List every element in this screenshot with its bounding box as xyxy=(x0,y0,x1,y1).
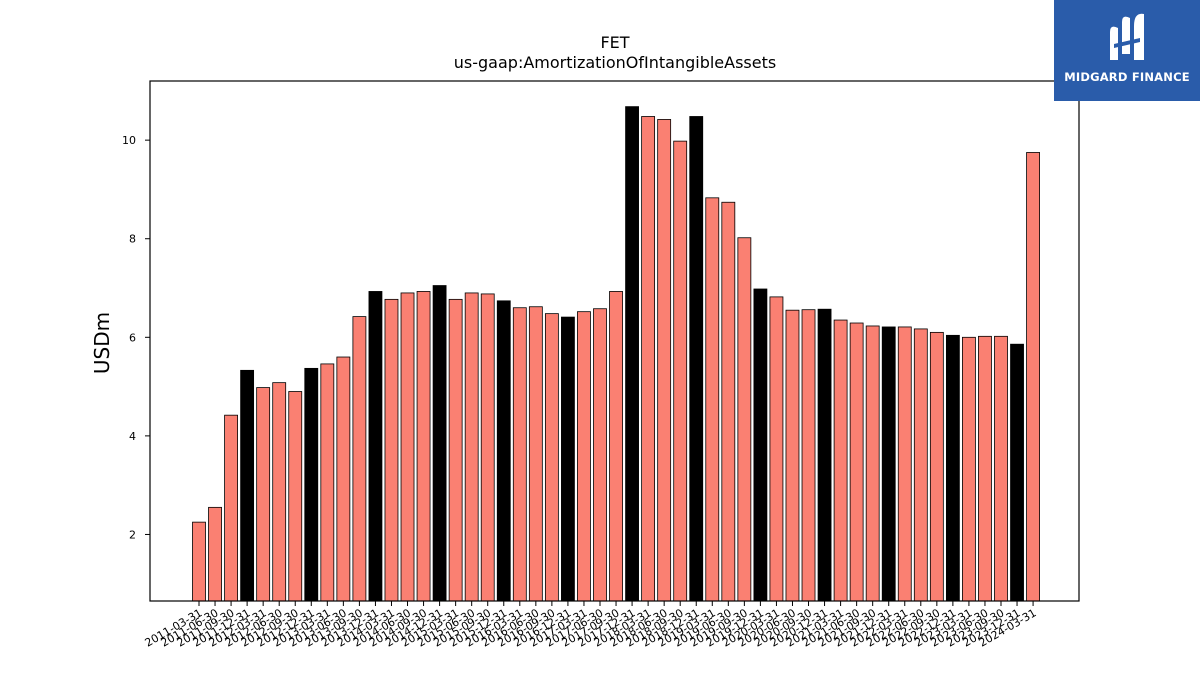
bar-2014-06-30 xyxy=(400,292,415,602)
bar-2020-03-31 xyxy=(769,296,784,602)
bar-2017-06-30 xyxy=(593,308,607,602)
chart-title: FET xyxy=(600,33,629,52)
bar-2020-06-30 xyxy=(785,309,800,602)
bar-2013-12-31 xyxy=(368,291,383,602)
bar-2014-03-31 xyxy=(384,298,399,602)
bar-2020-09-30 xyxy=(801,309,816,602)
bar-2012-12-31 xyxy=(304,367,319,602)
logo-text: MIDGARD FINANCE xyxy=(1064,70,1190,84)
bar-2023-12-31 xyxy=(1010,343,1024,602)
bar-2015-09-30 xyxy=(480,293,495,602)
bar-2016-12-31 xyxy=(561,316,575,602)
bar-2011-12-31 xyxy=(240,369,255,602)
bar-2018-03-31 xyxy=(641,116,656,602)
bar-2014-09-30 xyxy=(416,291,431,602)
bar-2023-03-31 xyxy=(962,336,976,602)
y-tick-label: 4 xyxy=(129,430,136,443)
bar-2015-12-31 xyxy=(496,300,511,602)
bar-2022-12-31 xyxy=(945,334,960,602)
bar-2017-12-31 xyxy=(625,106,639,602)
bar-2015-03-31 xyxy=(448,298,463,602)
bar-2017-03-31 xyxy=(577,311,591,602)
bar-2016-03-31 xyxy=(512,307,527,602)
bar-2022-06-30 xyxy=(913,328,928,602)
bar-2011-09-30 xyxy=(224,414,238,602)
chart-subtitle: us-gaap:AmortizationOfIntangibleAssets xyxy=(454,53,776,72)
bar-2019-09-30 xyxy=(737,237,752,602)
bar-2011-06-30 xyxy=(208,506,222,602)
bar-2017-09-30 xyxy=(609,291,623,602)
bar-2013-03-31 xyxy=(320,363,335,602)
bar-2016-06-30 xyxy=(528,306,543,602)
bar-2013-09-30 xyxy=(352,316,367,602)
bar-2019-06-30 xyxy=(721,201,736,602)
bar-2014-12-31 xyxy=(432,285,447,602)
bar-2015-06-30 xyxy=(464,292,479,602)
plot-frame xyxy=(149,80,1080,602)
y-axis-ticks: 2 4 6 8 10 xyxy=(122,134,150,541)
midgard-logo-mark-icon xyxy=(1110,13,1144,61)
bar-2018-12-31 xyxy=(689,116,704,602)
bar-2019-12-31 xyxy=(753,288,768,602)
bar-2012-06-30 xyxy=(272,382,287,602)
bar-2022-03-31 xyxy=(897,326,912,602)
bar-2021-12-31 xyxy=(881,326,896,602)
bar-2020-12-31 xyxy=(817,308,832,602)
bar-2018-06-30 xyxy=(657,119,672,602)
y-tick-label: 2 xyxy=(129,528,136,541)
y-tick-label: 10 xyxy=(122,134,136,147)
bar-2024-03-31 xyxy=(1026,152,1040,602)
bar-2011-03-31 xyxy=(192,521,206,602)
y-tick-label: 8 xyxy=(129,233,136,246)
bar-2016-09-30 xyxy=(544,313,559,602)
bar-2019-03-31 xyxy=(705,197,720,602)
bars-group xyxy=(192,106,1040,602)
x-axis-ticks: 2011-03-312011-06-302011-09-302011-12-31… xyxy=(143,601,1039,650)
bar-2013-06-30 xyxy=(336,356,351,602)
bar-2021-09-30 xyxy=(865,325,880,602)
bar-2023-06-30 xyxy=(978,335,992,602)
bar-2021-03-31 xyxy=(833,319,848,602)
bar-2022-09-30 xyxy=(929,331,944,602)
bar-2018-09-30 xyxy=(673,140,688,602)
bar-2012-03-31 xyxy=(256,387,271,602)
bar-2012-09-30 xyxy=(288,391,303,602)
bar-2021-06-30 xyxy=(849,322,864,602)
midgard-finance-logo: MIDGARD FINANCE xyxy=(1054,0,1200,101)
y-axis-label: USDm xyxy=(90,312,114,374)
bar-2023-09-30 xyxy=(994,335,1008,602)
y-tick-label: 6 xyxy=(129,331,136,344)
